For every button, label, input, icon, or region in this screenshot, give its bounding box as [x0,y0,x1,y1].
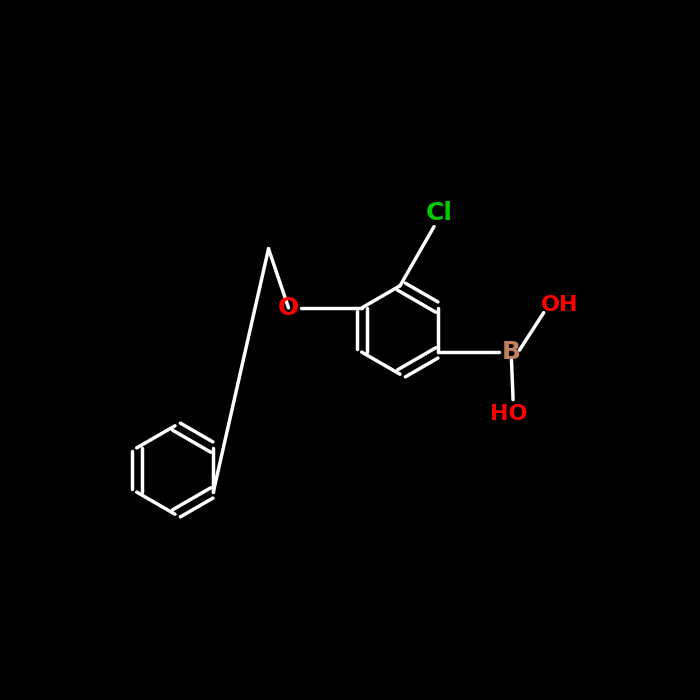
Text: O: O [278,296,299,320]
Text: B: B [502,340,521,364]
Text: Cl: Cl [426,201,452,225]
Text: HO: HO [490,404,528,424]
Text: OH: OH [541,295,578,315]
